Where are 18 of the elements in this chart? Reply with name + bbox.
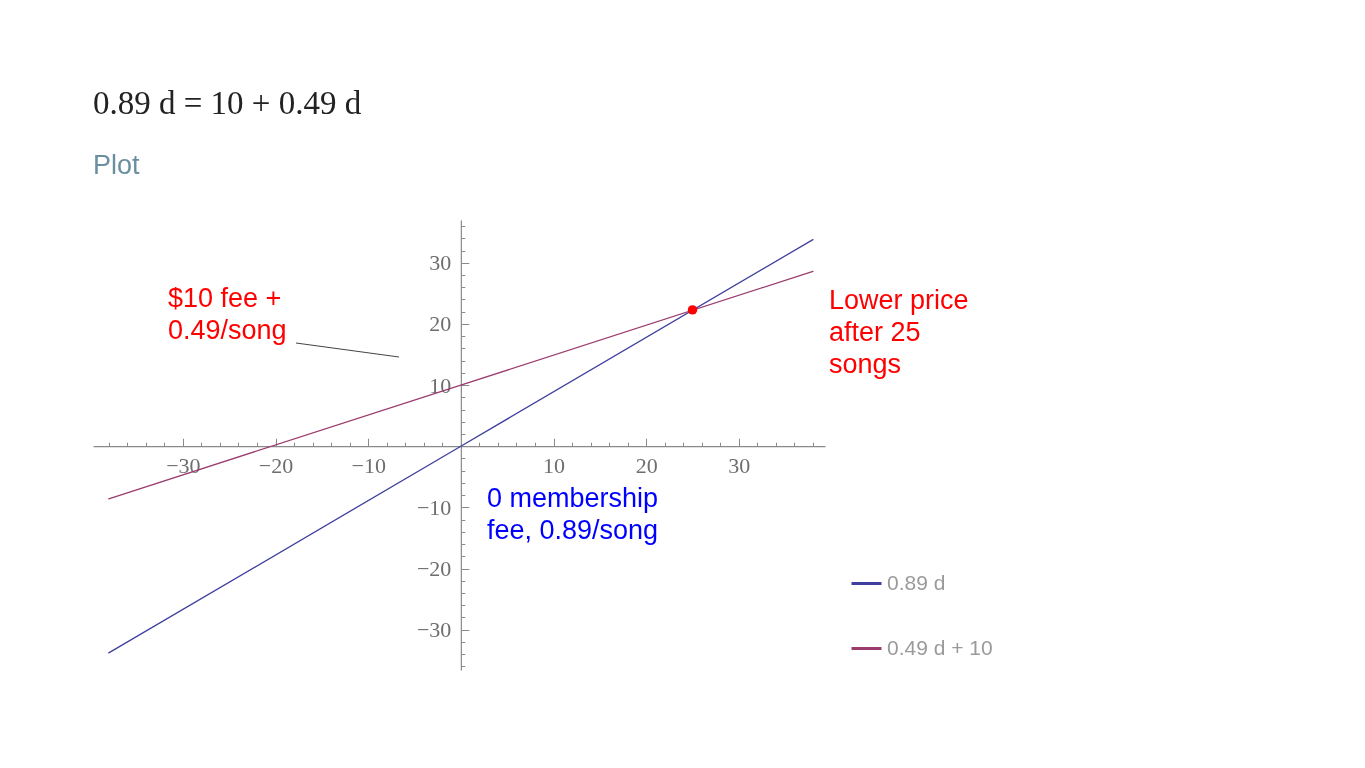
annotation: $10 fee + 0.49/song <box>168 283 287 345</box>
x-tick-label: 20 <box>635 452 658 478</box>
annotation: 0 membership fee, 0.89/song <box>487 483 659 545</box>
x-tick-label: −30 <box>166 452 201 478</box>
text: Lower price after 25 songs <box>829 285 969 379</box>
y-tick-label: −20 <box>416 556 452 582</box>
x-tick-label: 30 <box>728 452 751 478</box>
y-tick-label: 20 <box>429 311 452 337</box>
y-tick-label: −10 <box>416 494 452 520</box>
y-tick-label: −30 <box>416 617 452 643</box>
y-tick-label: 30 <box>429 250 452 276</box>
legend-label: 0.89 d <box>887 570 946 594</box>
chart-title: 0.89 d = 10 + 0.49 d <box>93 85 362 122</box>
x-tick-label: −10 <box>351 452 386 478</box>
x-tick-label: −20 <box>258 452 294 478</box>
legend-label: 0.49 d + 10 <box>887 635 993 659</box>
chart-subtitle: Plot <box>93 150 141 181</box>
x-tick-label: 10 <box>543 452 566 478</box>
